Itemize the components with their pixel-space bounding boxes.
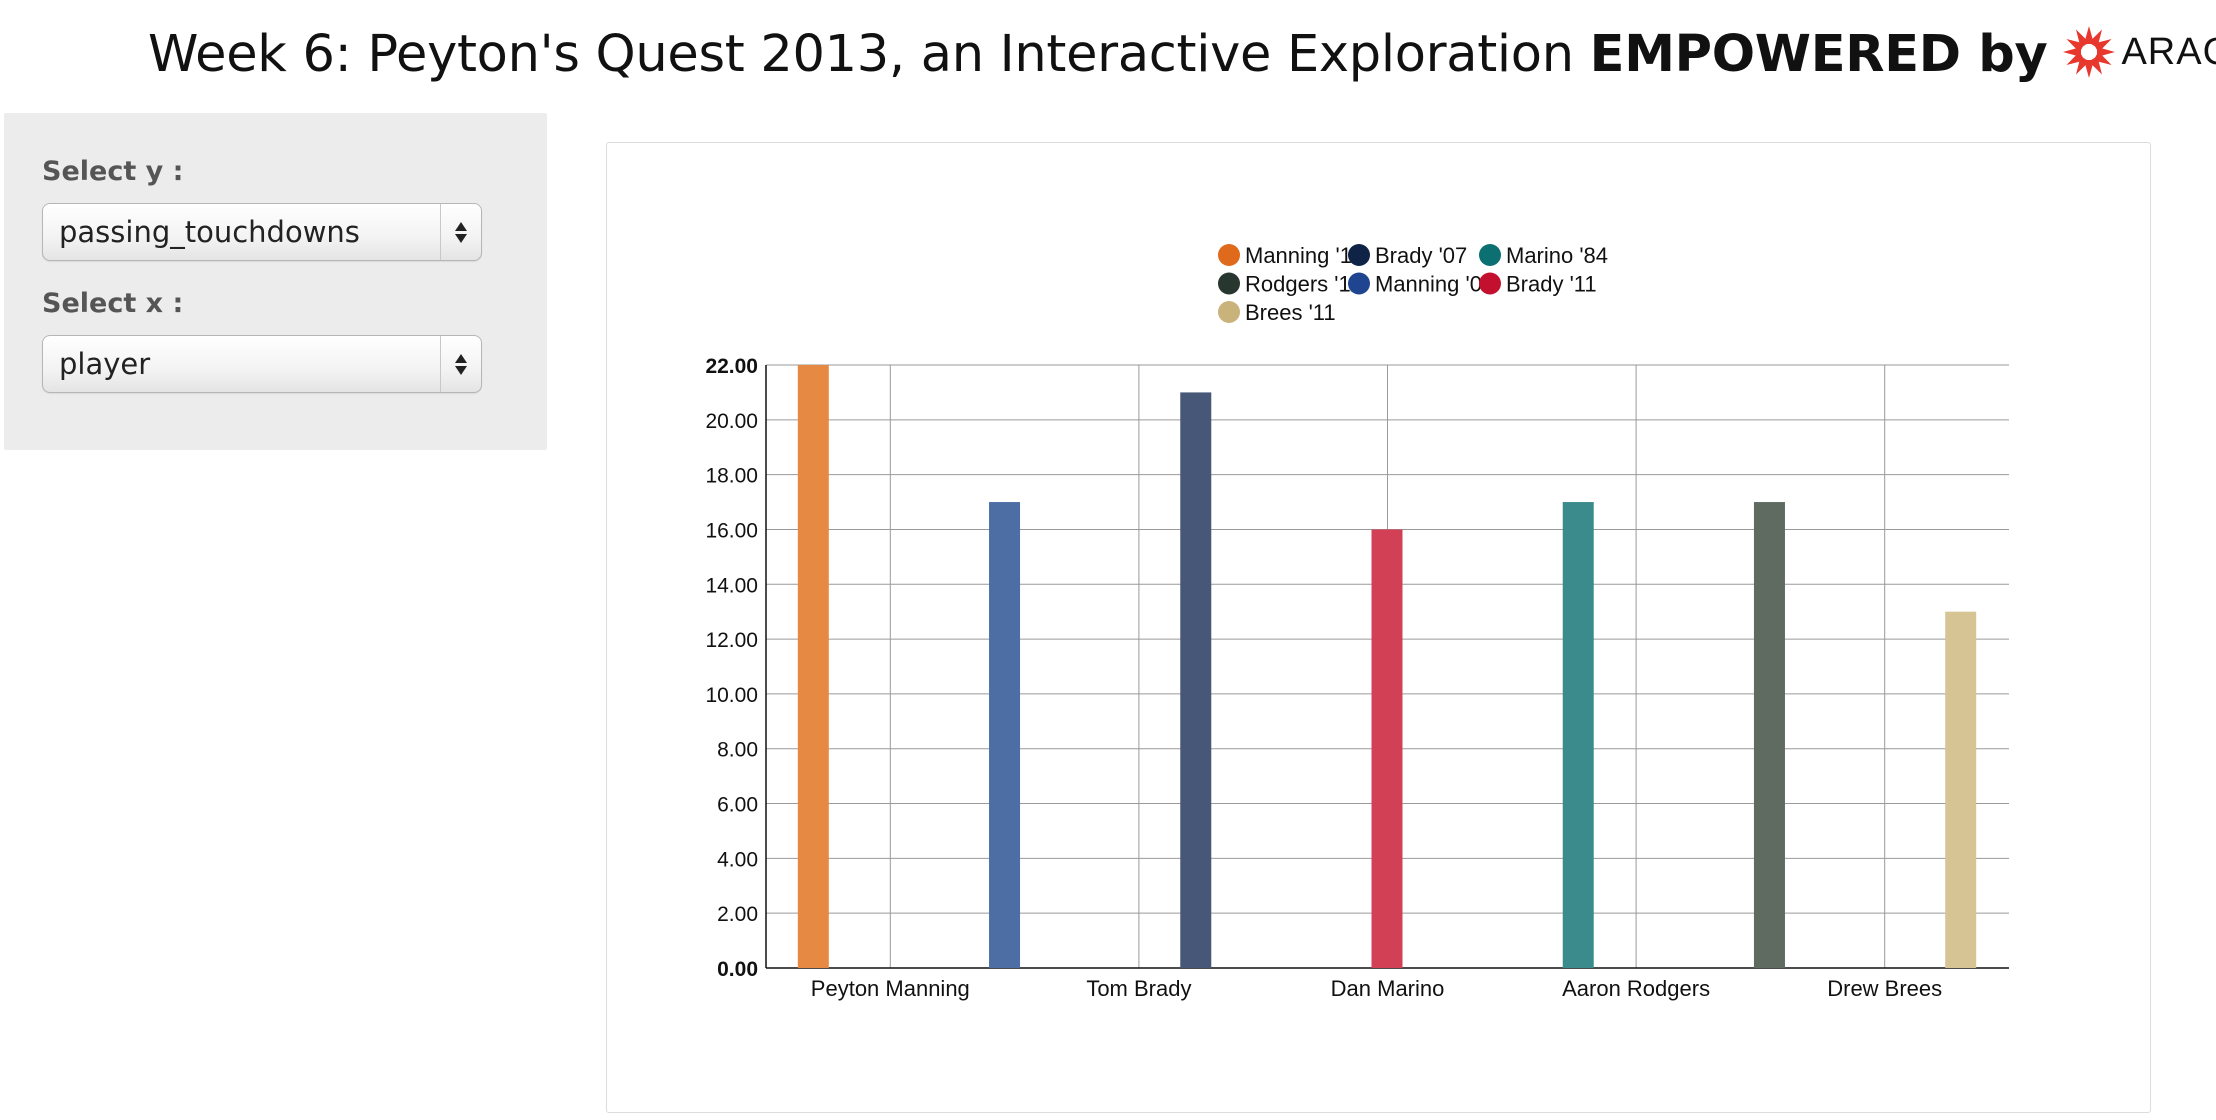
legend-label: Marino '84: [1506, 243, 1608, 268]
select-y-label: Select y :: [42, 156, 184, 187]
legend-swatch: [1218, 272, 1240, 295]
x-tick-label: Dan Marino: [1331, 976, 1445, 1001]
x-tick-label: Drew Brees: [1827, 976, 1942, 1001]
legend-swatch: [1348, 272, 1370, 295]
aragorn-star-icon: [2063, 26, 2116, 78]
select-y-arrows-icon: [440, 204, 481, 260]
select-y-value: passing_touchdowns: [59, 215, 360, 249]
bar: [797, 365, 829, 968]
y-tick-label: 6.00: [717, 794, 758, 817]
bar: [1753, 502, 1785, 968]
select-x-arrows-icon: [440, 336, 481, 392]
y-tick-label: 20.00: [705, 410, 758, 433]
legend-swatch: [1218, 301, 1240, 323]
title-bold: EMPOWERED by: [1589, 25, 2048, 84]
x-tick-label: Tom Brady: [1086, 976, 1191, 1001]
brand-name: ARAGORN: [2121, 31, 2216, 73]
y-tick-label: 10.00: [705, 684, 758, 707]
x-tick-label: Aaron Rodgers: [1562, 976, 1710, 1001]
brand-logo: ARAGORN: [2061, 17, 2216, 87]
page-title: Week 6: Peyton's Quest 2013, an Interact…: [148, 20, 2216, 90]
legend-label: Manning '13: [1245, 243, 1364, 268]
legend-label: Rodgers '11: [1245, 272, 1361, 297]
y-tick-label: 2.00: [717, 903, 758, 926]
legend-label: Brees '11: [1245, 300, 1336, 325]
select-x-label: Select x :: [42, 288, 184, 319]
legend-label: Manning '04: [1375, 272, 1494, 297]
y-tick-label: 22.00: [705, 355, 758, 378]
bar: [1945, 611, 1977, 968]
control-panel: Select y : passing_touchdowns Select x :…: [4, 113, 547, 450]
title-text: Week 6: Peyton's Quest 2013, an Interact…: [148, 25, 1574, 84]
legend-label: Brady '07: [1375, 243, 1467, 268]
x-tick-label: Peyton Manning: [811, 976, 970, 1001]
select-y-dropdown[interactable]: passing_touchdowns: [42, 203, 482, 261]
y-tick-label: 16.00: [705, 519, 758, 542]
bar-chart: 0.00 2.00 4.00 6.00 8.00 10.00 12.00 14.00 16.00…: [705, 243, 2009, 1001]
legend-swatch: [1479, 272, 1501, 295]
chart-panel: 0.00 2.00 4.00 6.00 8.00 10.00 12.00 14.00 16.00…: [606, 142, 2151, 1113]
legend-swatch: [1348, 244, 1370, 266]
bar: [1180, 392, 1212, 969]
legend-swatch: [1479, 244, 1501, 266]
legend-label: Brady '11: [1506, 272, 1597, 297]
bar: [989, 502, 1021, 968]
y-tick-label: 12.00: [705, 629, 758, 652]
y-tick-label: 0.00: [717, 958, 758, 981]
select-x-dropdown[interactable]: player: [42, 335, 482, 393]
bar: [1562, 502, 1594, 968]
select-x-value: player: [59, 347, 151, 381]
y-tick-label: 14.00: [705, 574, 758, 597]
y-tick-label: 18.00: [705, 465, 758, 488]
y-tick-label: 8.00: [717, 739, 758, 762]
y-tick-label: 4.00: [717, 848, 758, 871]
legend-swatch: [1218, 244, 1240, 266]
bar: [1371, 529, 1403, 968]
